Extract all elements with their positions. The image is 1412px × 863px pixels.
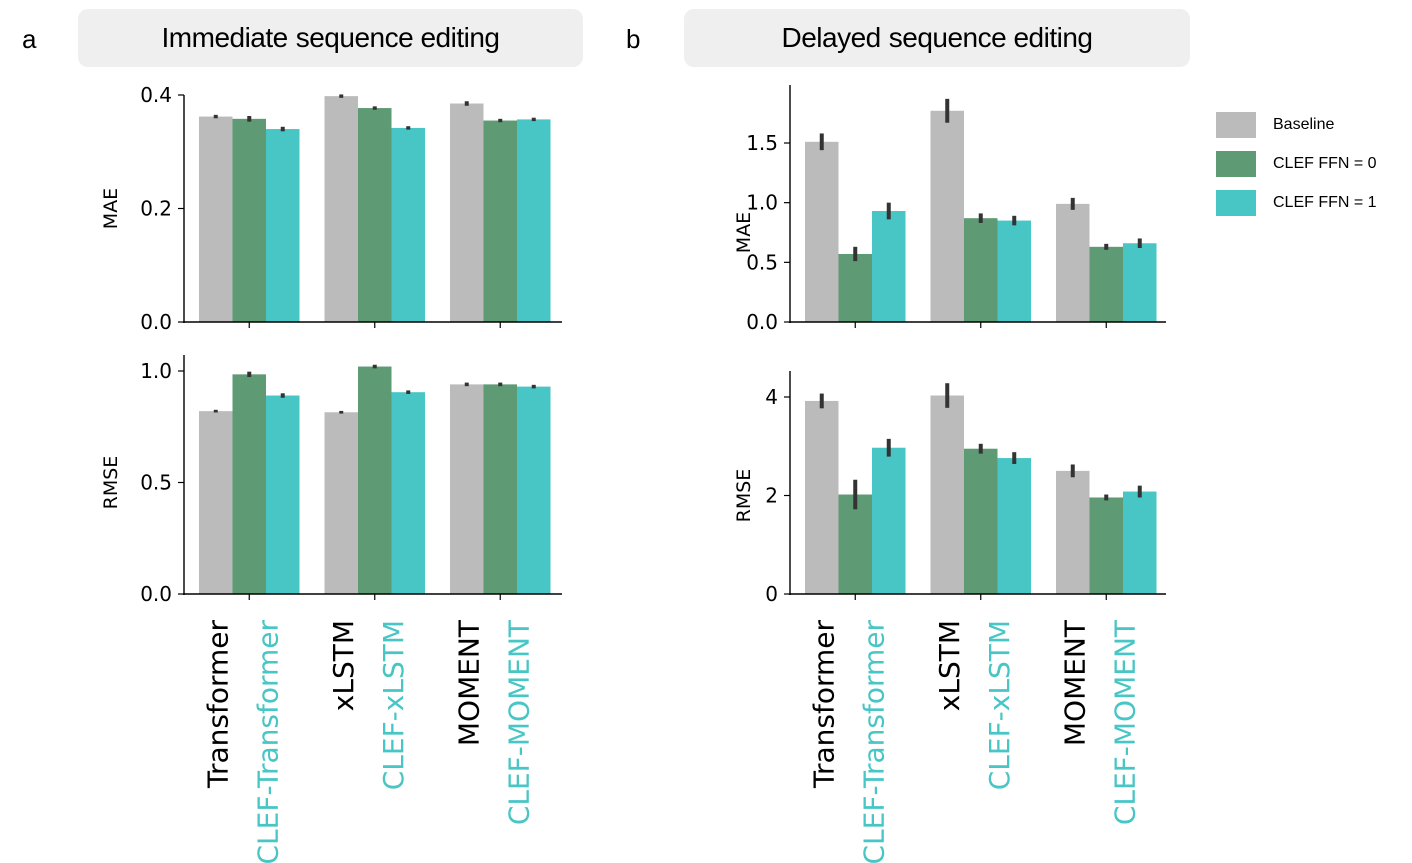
ytick-label-b-mae-1: 0.5 <box>746 250 778 274</box>
panel-letter-b: b <box>626 24 641 54</box>
ylabel-b-rmse: RMSE <box>733 469 755 523</box>
bar-a-mae-transformer-ffn0 <box>232 118 266 323</box>
ytick-label-b-mae-3: 1.5 <box>746 131 778 155</box>
ytick-label-b-mae-2: 1.0 <box>746 191 778 215</box>
bar-b-mae-moment-ffn0 <box>1089 246 1123 322</box>
legend-item-baseline: Baseline <box>1216 105 1377 144</box>
legend-label-ffn1: CLEF FFN = 1 <box>1273 193 1377 211</box>
panel-a-title-bold: Immediate <box>161 22 289 53</box>
bar-b-rmse-transformer-ffn0 <box>838 494 872 594</box>
bar-b-rmse-moment-baseline <box>1056 470 1090 594</box>
xlabel-a-clef-xlstm: CLEF-xLSTM <box>377 620 410 790</box>
bar-a-mae-xlstm-baseline <box>324 96 358 322</box>
bar-b-mae-transformer-ffn0 <box>838 253 872 322</box>
bar-b-mae-transformer-ffn1 <box>872 211 906 322</box>
ytick-label-a-mae-1: 0.2 <box>140 197 172 221</box>
bar-a-rmse-moment-baseline <box>450 384 484 594</box>
bar-b-mae-xlstm-ffn1 <box>997 220 1031 322</box>
xlabel-b-xlstm: xLSTM <box>933 620 966 711</box>
bar-a-mae-transformer-baseline <box>199 116 233 322</box>
legend: Baseline CLEF FFN = 0 CLEF FFN = 1 <box>1216 105 1377 222</box>
bar-a-rmse-transformer-ffn1 <box>266 395 300 594</box>
bar-a-mae-transformer-ffn1 <box>266 129 300 322</box>
bar-b-rmse-xlstm-ffn0 <box>964 448 998 594</box>
bar-a-rmse-transformer-baseline <box>199 411 233 594</box>
ylabel-a-rmse: RMSE <box>100 456 122 510</box>
ytick-label-a-mae-2: 0.4 <box>140 83 172 107</box>
legend-label-ffn0: CLEF FFN = 0 <box>1273 154 1377 172</box>
xlabel-a-clef-moment: CLEF-MOMENT <box>503 619 536 825</box>
ytick-label-b-mae-0: 0.0 <box>746 310 778 334</box>
bar-a-mae-moment-ffn1 <box>517 119 551 322</box>
panel-b-title-rest: sequence editing <box>888 22 1093 53</box>
legend-swatch-ffn0 <box>1216 150 1256 177</box>
legend-label-baseline: Baseline <box>1273 115 1335 133</box>
xlabel-a-xlstm: xLSTM <box>327 620 360 711</box>
xlabel-a-moment: MOMENT <box>452 619 485 746</box>
bar-a-rmse-xlstm-ffn1 <box>391 392 425 594</box>
panel-b-header: Delayed sequence editing <box>684 9 1190 67</box>
legend-swatch-baseline <box>1216 111 1256 138</box>
bar-a-rmse-moment-ffn0 <box>483 384 517 594</box>
panel-letter-a: a <box>22 24 37 54</box>
bar-b-mae-transformer-baseline <box>805 141 839 322</box>
xlabel-a-clef-transformer: CLEF-Transformer <box>252 620 285 863</box>
bar-a-mae-moment-baseline <box>450 103 484 322</box>
ytick-label-a-rmse-1: 0.5 <box>140 471 172 495</box>
ytick-label-a-mae-0: 0.0 <box>140 310 172 334</box>
bar-a-mae-xlstm-ffn0 <box>358 108 392 323</box>
panel-a-header: Immediate sequence editing <box>78 9 583 67</box>
bar-b-rmse-xlstm-ffn1 <box>997 458 1031 594</box>
xlabel-b-clef-xlstm: CLEF-xLSTM <box>983 620 1016 790</box>
bar-b-rmse-transformer-baseline <box>805 400 839 594</box>
bar-a-mae-xlstm-ffn1 <box>391 127 425 322</box>
ytick-label-b-rmse-0: 0 <box>765 582 778 606</box>
xlabel-b-clef-moment: CLEF-MOMENT <box>1109 619 1142 825</box>
legend-item-ffn1: CLEF FFN = 1 <box>1216 183 1377 222</box>
bar-a-rmse-transformer-ffn0 <box>232 374 266 594</box>
panel-b-title-bold: Delayed <box>781 22 882 53</box>
bar-a-rmse-xlstm-baseline <box>324 412 358 594</box>
bar-b-rmse-moment-ffn1 <box>1123 491 1157 594</box>
bar-b-rmse-moment-ffn0 <box>1089 497 1123 594</box>
bar-b-mae-moment-baseline <box>1056 203 1090 322</box>
legend-item-ffn0: CLEF FFN = 0 <box>1216 144 1377 183</box>
bar-b-mae-moment-ffn1 <box>1123 243 1157 322</box>
bar-a-mae-moment-ffn0 <box>483 120 517 322</box>
ytick-label-b-rmse-2: 4 <box>765 385 778 409</box>
ylabel-b-mae: MAE <box>733 212 755 253</box>
xlabel-a-transformer: Transformer <box>201 620 234 790</box>
xlabel-b-clef-transformer: CLEF-Transformer <box>858 620 891 863</box>
ytick-label-a-rmse-0: 0.0 <box>140 582 172 606</box>
legend-swatch-ffn1 <box>1216 189 1256 216</box>
ytick-label-a-rmse-2: 1.0 <box>140 359 172 383</box>
bar-b-mae-xlstm-ffn0 <box>964 218 998 322</box>
ylabel-a-mae: MAE <box>100 188 122 229</box>
xlabel-b-moment: MOMENT <box>1058 619 1091 746</box>
bar-b-mae-xlstm-baseline <box>930 110 964 322</box>
bar-a-rmse-moment-ffn1 <box>517 386 551 594</box>
panel-a-title-rest: sequence editing <box>295 22 500 53</box>
xlabel-b-transformer: Transformer <box>807 620 840 790</box>
bar-a-rmse-xlstm-ffn0 <box>358 366 392 594</box>
ytick-label-b-rmse-1: 2 <box>765 484 778 508</box>
bar-b-rmse-xlstm-baseline <box>930 395 964 594</box>
bar-b-rmse-transformer-ffn1 <box>872 447 906 594</box>
